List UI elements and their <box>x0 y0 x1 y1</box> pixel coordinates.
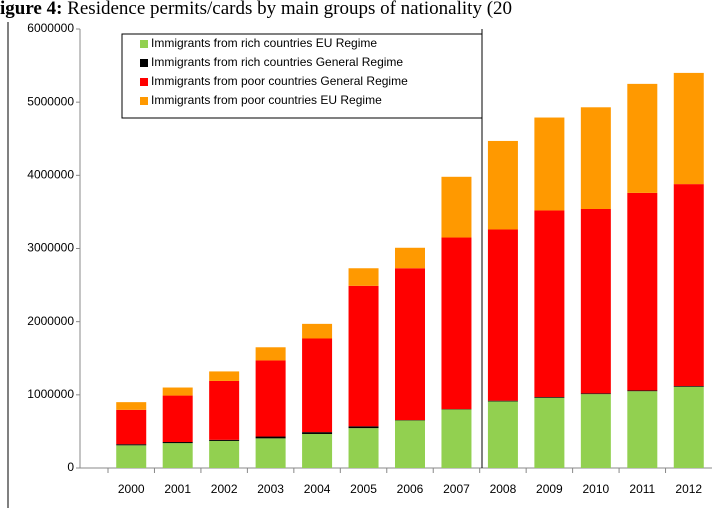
bar-segment <box>163 443 193 468</box>
legend-swatch <box>140 40 148 48</box>
legend-swatch <box>140 59 148 67</box>
x-tick-label: 2009 <box>536 482 563 496</box>
bar-segment <box>256 438 286 468</box>
bar-segment <box>163 388 193 396</box>
bar-segment <box>209 381 239 440</box>
bar-segment <box>674 386 704 387</box>
bar-segment <box>674 184 704 386</box>
bar-segment <box>209 371 239 381</box>
x-tick-label: 2006 <box>397 482 424 496</box>
bar-segment <box>209 441 239 468</box>
bar-segment <box>441 409 471 468</box>
bar-segment <box>256 347 286 360</box>
x-tick-label: 2012 <box>675 482 702 496</box>
bar-segment <box>116 445 146 468</box>
bar-segment <box>256 437 286 439</box>
bar-segment <box>395 248 425 268</box>
bar-segment <box>349 268 379 286</box>
y-tick-label: 5000000 <box>27 94 74 108</box>
bar-segment <box>627 84 657 193</box>
bar-segment <box>534 398 564 468</box>
y-tick-label: 3000000 <box>27 241 74 255</box>
bar-segment <box>116 444 146 445</box>
bar-segment <box>488 229 518 400</box>
bar-segment <box>395 420 425 468</box>
legend-swatch <box>140 78 148 86</box>
bar-segment <box>534 397 564 398</box>
x-tick-label: 2004 <box>304 482 331 496</box>
bar-segment <box>627 390 657 391</box>
chart-title: igure 4: Residence permits/cards by main… <box>0 0 512 19</box>
bar-segment <box>674 387 704 468</box>
bar-segment <box>488 141 518 230</box>
x-tick-label: 2010 <box>582 482 609 496</box>
legend-swatch <box>140 97 148 105</box>
x-tick-label: 2000 <box>118 482 145 496</box>
x-tick-label: 2002 <box>211 482 238 496</box>
bar-segment <box>441 177 471 238</box>
bar-segment <box>302 432 332 434</box>
x-tick-label: 2003 <box>257 482 284 496</box>
legend: Immigrants from rich countries EU Regime… <box>122 34 482 118</box>
title-label: igure 4: <box>0 0 62 19</box>
x-tick-label: 2005 <box>350 482 377 496</box>
bar-segment <box>302 324 332 339</box>
legend-label: Immigrants from rich countries EU Regime <box>151 36 377 50</box>
title-text: Residence permits/cards by main groups o… <box>67 0 512 19</box>
bar-segment <box>163 396 193 442</box>
bar-segment <box>581 394 611 468</box>
bar-segment <box>534 210 564 397</box>
bar-segment <box>627 391 657 468</box>
bar-segment <box>349 428 379 468</box>
bar-segment <box>116 402 146 410</box>
bar-segment <box>488 401 518 468</box>
bar-segment <box>581 393 611 394</box>
bar-segment <box>116 410 146 444</box>
bar-segment <box>349 286 379 426</box>
legend-label: Immigrants from poor countries General R… <box>151 74 408 88</box>
bar-segment <box>163 442 193 443</box>
bar-segment <box>256 360 286 436</box>
x-tick-label: 2001 <box>164 482 191 496</box>
bar-segment <box>349 426 379 428</box>
bar-segment <box>581 209 611 393</box>
y-tick-label: 4000000 <box>27 168 74 182</box>
x-tick-label: 2007 <box>443 482 470 496</box>
bar-segment <box>441 238 471 410</box>
bar-segment <box>534 118 564 211</box>
bar-segment <box>627 193 657 391</box>
bar-segment <box>581 107 611 209</box>
y-tick-label: 0 <box>67 460 74 474</box>
x-tick-label: 2008 <box>490 482 517 496</box>
bar-segment <box>674 73 704 184</box>
bar-segment <box>302 338 332 432</box>
bar-segment <box>302 434 332 468</box>
bar-segment <box>488 401 518 402</box>
legend-label: Immigrants from poor countries EU Regime <box>151 93 382 107</box>
legend-label: Immigrants from rich countries General R… <box>151 55 403 69</box>
y-tick-label: 1000000 <box>27 387 74 401</box>
y-tick-label: 2000000 <box>27 314 74 328</box>
x-tick-label: 2011 <box>629 482 655 496</box>
y-tick-label: 6000000 <box>27 21 74 35</box>
bar-segment <box>395 268 425 420</box>
bar-segment <box>209 440 239 441</box>
